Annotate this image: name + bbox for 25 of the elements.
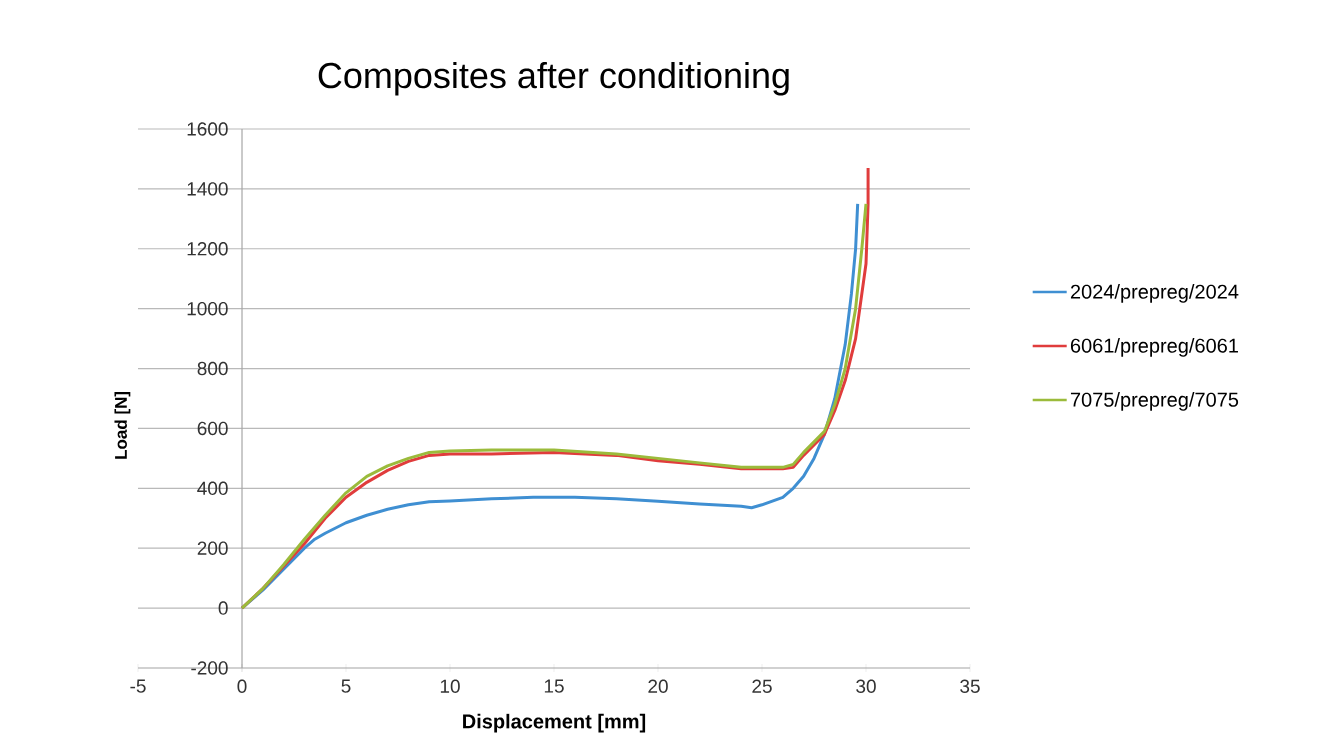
y-tick-label: 1000 bbox=[187, 301, 228, 316]
y-tick-label: 200 bbox=[197, 541, 228, 555]
x-tick-label: 25 bbox=[752, 679, 772, 693]
y-tick-label: 800 bbox=[197, 361, 228, 376]
x-tick-label: 30 bbox=[856, 679, 876, 693]
x-tick-label: 20 bbox=[648, 679, 668, 693]
legend-label: 6061/prepreg/6061 bbox=[1070, 338, 1238, 357]
legend-label: 7075/prepreg/7075 bbox=[1070, 392, 1239, 411]
y-axis-title: Load [N] bbox=[114, 391, 131, 459]
y-tick-label: -200 bbox=[191, 661, 228, 675]
x-tick-label: 15 bbox=[544, 679, 564, 693]
legend-label: 2024/prepreg/2024 bbox=[1070, 284, 1239, 303]
y-tick-label: 1200 bbox=[187, 242, 228, 256]
chart-title: Composites after conditioning bbox=[318, 61, 789, 96]
y-tick-label: 1400 bbox=[187, 182, 228, 196]
y-tick-label: 0 bbox=[218, 601, 228, 615]
x-tick-label: 10 bbox=[440, 679, 460, 693]
x-tick-label: -5 bbox=[130, 679, 146, 693]
y-tick-label: 400 bbox=[197, 481, 228, 496]
y-tick-label: 1600 bbox=[187, 122, 228, 136]
x-tick-label: 5 bbox=[341, 679, 351, 693]
x-axis-title: Displacement [mm] bbox=[463, 713, 646, 733]
y-tick-label: 600 bbox=[197, 421, 228, 436]
x-tick-label: 0 bbox=[237, 679, 247, 693]
x-tick-label: 35 bbox=[960, 679, 980, 693]
